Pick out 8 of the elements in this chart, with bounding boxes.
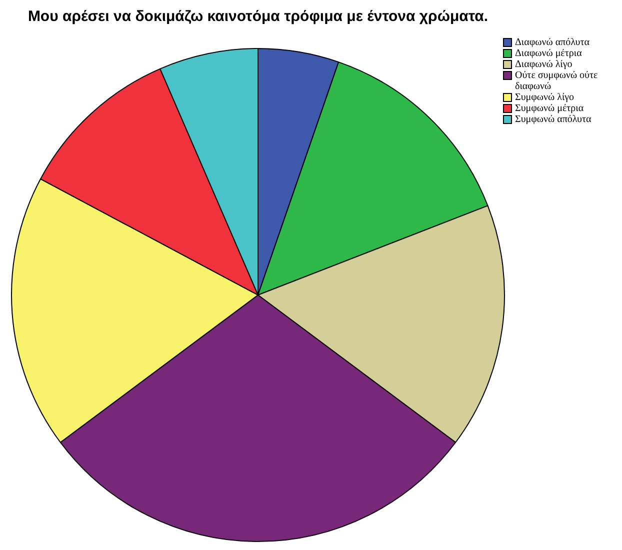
legend-label: Συμφωνώ μέτρια bbox=[515, 103, 584, 114]
legend-label: Διαφωνώ λίγο bbox=[515, 59, 572, 70]
legend-label: Διαφωνώ απόλυτα bbox=[515, 37, 590, 48]
legend-label: Συμφωνώ απόλυτα bbox=[515, 114, 592, 125]
legend-label: Διαφωνώ μέτρια bbox=[515, 48, 582, 59]
legend-label: Συμφωνώ λίγο bbox=[515, 92, 574, 103]
chart-title: Μου αρέσει να δοκιμάζω καινοτόμα τρόφιμα με έντονα χρώματα. bbox=[26, 8, 490, 25]
legend-label: Ούτε συμφωνώ ούτε διαφωνώ bbox=[515, 70, 599, 92]
